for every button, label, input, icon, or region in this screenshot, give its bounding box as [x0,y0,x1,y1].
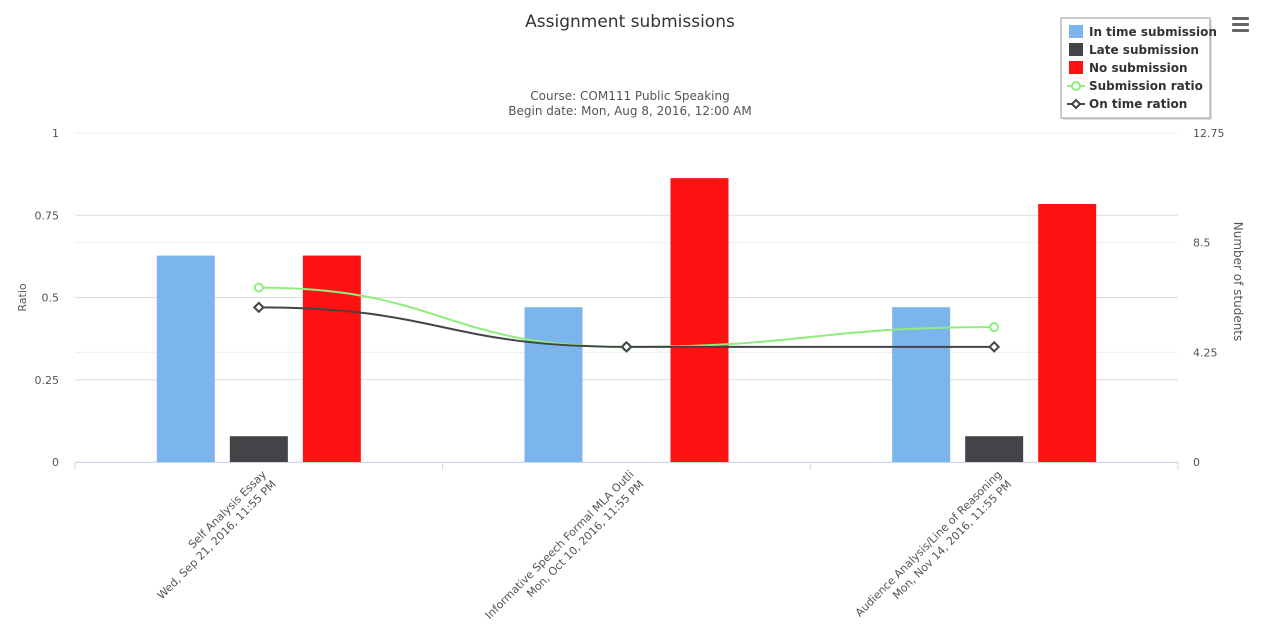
legend-marker-submission-ratio [1071,81,1081,91]
x-category-date: Mon, Oct 10, 2016, 11:55 PM [524,478,646,600]
x-category-name: Audience Analysis/Line of Reasoning [853,468,1004,619]
bar-no-submission[interactable] [1038,203,1097,462]
point-on-time-ration[interactable] [988,340,1001,353]
y-left-tick-label: 0 [52,456,59,469]
x-axis-category-label: Informative Speech Formal MLA OutliMon, … [483,468,647,622]
hamburger-icon [1232,17,1249,20]
legend-item-submission-ratio[interactable]: Submission ratio [1089,79,1203,93]
x-category-name: Self Analysis Essay [186,468,270,552]
bar-in-time-submission[interactable] [524,307,583,462]
chart-subtitle-course: Course: COM111 Public Speaking [530,89,729,103]
bar-no-submission[interactable] [670,178,729,462]
legend-item-late-submission[interactable]: Late submission [1089,43,1199,57]
legend-item-no-submission[interactable]: No submission [1089,61,1188,75]
legend-box [1060,17,1211,119]
x-category-date: Mon, Nov 14, 2016, 11:55 PM [890,478,1014,602]
bar-no-submission[interactable] [302,255,361,462]
y-left-tick-label: 0.75 [35,209,60,222]
chart-subtitle-begin-date: Begin date: Mon, Aug 8, 2016, 12:00 AM [508,104,751,118]
point-on-time-ration[interactable] [252,301,265,314]
bar-late-submission[interactable] [965,436,1024,462]
point-submission-ratio[interactable] [253,282,264,293]
point-submission-ratio[interactable] [989,322,1000,333]
y-right-tick-label: 0 [1193,456,1200,469]
x-axis-category-label: Audience Analysis/Line of ReasoningMon, … [853,468,1014,619]
line-on-time-ration [258,306,995,348]
chart-menu-button[interactable] [1228,14,1254,36]
legend-marker-on-time-ration [1070,98,1082,110]
point-on-time-ration[interactable] [620,340,633,353]
bar-in-time-submission[interactable] [156,255,215,462]
legend-item-in-time-submission[interactable]: In time submission [1089,25,1217,39]
y-right-tick-label: 12.75 [1193,127,1225,140]
bar-in-time-submission[interactable] [892,307,951,462]
legend-item-on-time-ration[interactable]: On time ration [1089,97,1187,111]
y-left-tick-label: 1 [52,127,59,140]
y-left-tick-label: 0.5 [42,292,60,305]
x-category-name: Informative Speech Formal MLA Outli [483,468,637,622]
legend-swatch-no-submission [1069,61,1083,74]
legend-swatch-late-submission [1069,43,1083,56]
x-category-date: Wed, Sep 21, 2016, 11:55 PM [155,478,279,602]
bar-late-submission[interactable] [229,436,288,462]
y-right-tick-label: 8.5 [1193,237,1211,250]
legend: In time submission Late submission No subm… [1060,17,1217,120]
y-left-tick-label: 0.25 [35,374,60,387]
chart-title: Assignment submissions [525,12,735,32]
y-right-axis-label: Number of students [1231,222,1245,342]
line-submission-ratio [258,286,995,348]
y-left-axis-label: Ratio [16,283,29,312]
y-right-tick-label: 4.25 [1193,346,1218,359]
legend-swatch-in-time-submission [1069,25,1083,38]
